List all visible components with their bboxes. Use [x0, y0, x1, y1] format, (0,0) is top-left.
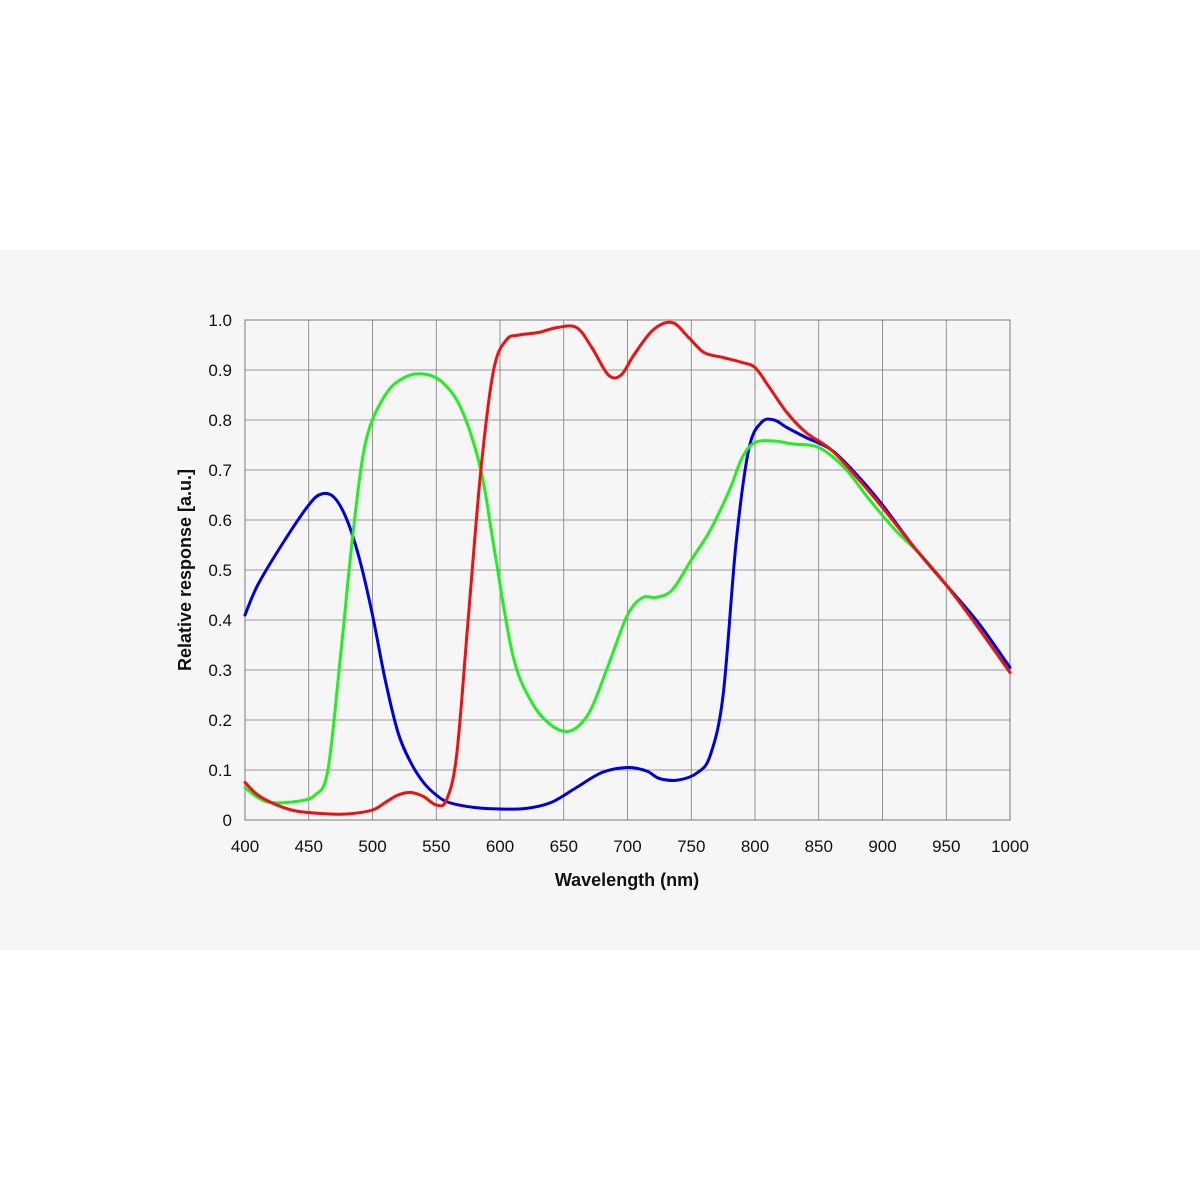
y-tick-labels: 0 0.1 0.2 0.3 0.4 0.5 0.6 0.7 0.8 0.9 1.0	[208, 311, 232, 830]
x-tick-labels: 400 450 500 550 600 650 700 750 800 850 900 950 1000	[231, 837, 1029, 856]
x-tick-label: 850	[805, 837, 833, 856]
y-tick-label: 0.3	[208, 661, 232, 680]
x-tick-label: 950	[932, 837, 960, 856]
grid	[244, 319, 1011, 821]
x-tick-label: 900	[868, 837, 896, 856]
y-tick-label: 0.7	[208, 461, 232, 480]
x-tick-label: 600	[486, 837, 514, 856]
x-tick-label: 550	[422, 837, 450, 856]
y-tick-label: 1.0	[208, 311, 232, 330]
x-tick-label: 800	[741, 837, 769, 856]
blue-series-line	[243, 417, 1012, 811]
x-tick-label: 1000	[991, 837, 1029, 856]
y-tick-label: 0.4	[208, 611, 232, 630]
x-tick-label: 500	[358, 837, 386, 856]
y-tick-label: 0.6	[208, 511, 232, 530]
red-series-line	[243, 320, 1012, 816]
y-tick-label: 0	[223, 811, 232, 830]
y-tick-label: 0.8	[208, 411, 232, 430]
x-tick-label: 400	[231, 837, 259, 856]
x-tick-label: 450	[295, 837, 323, 856]
series-layer	[243, 320, 1012, 816]
x-tick-label: 650	[550, 837, 578, 856]
chart-panel	[0, 250, 1200, 950]
y-tick-label: 0.2	[208, 711, 232, 730]
x-tick-label: 700	[613, 837, 641, 856]
x-axis-label: Wavelength (nm)	[555, 870, 699, 890]
plot-frame	[244, 319, 1011, 821]
y-tick-label: 0.1	[208, 761, 232, 780]
green-series-line	[243, 372, 1012, 805]
y-axis-label: Relative response [a.u.]	[175, 469, 195, 671]
x-tick-label: 750	[677, 837, 705, 856]
y-tick-label: 0.9	[208, 361, 232, 380]
y-tick-label: 0.5	[208, 561, 232, 580]
